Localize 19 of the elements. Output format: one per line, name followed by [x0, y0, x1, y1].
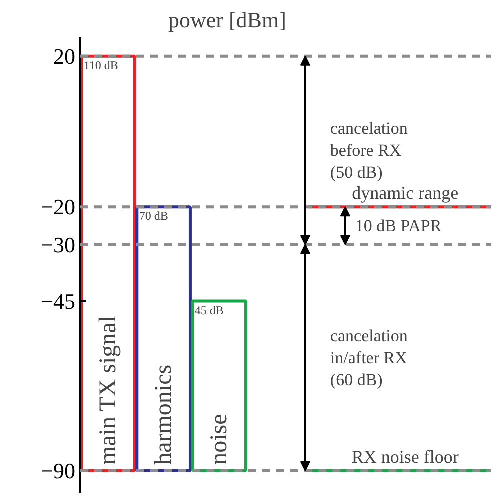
text: cancelation in/after RX (60 dB) [330, 326, 408, 390]
data-label: 110 dB [84, 58, 118, 72]
data-label: 45 dB [194, 303, 224, 318]
y-tick-label: −90 [41, 458, 76, 484]
y-tick-label: −45 [41, 288, 76, 314]
y-tick-label: 20 [54, 44, 76, 69]
ref-line-label: dynamic range [352, 183, 459, 204]
text: 10 dB PAPR [355, 216, 442, 236]
bar [191, 300, 248, 472]
bar [80, 54, 136, 472]
y-axis-title: power [dBm] [168, 8, 286, 32]
y-tick-label: −20 [41, 194, 76, 220]
text: cancelation before RX (50 dB) [330, 119, 408, 182]
x-tick-label: noise [206, 414, 232, 465]
ref-line-label: RX noise floor [352, 446, 459, 467]
x-tick-label: harmonics [150, 364, 177, 465]
x-tick-label: main TX signal [95, 316, 122, 465]
data-label: 70 dB [139, 209, 168, 224]
y-tick-label: −30 [41, 232, 76, 258]
